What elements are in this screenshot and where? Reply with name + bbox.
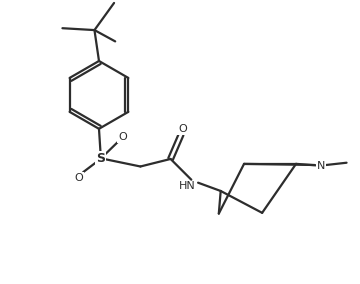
Text: O: O	[178, 124, 186, 134]
Text: O: O	[74, 173, 83, 183]
Text: O: O	[118, 132, 127, 142]
Text: N: N	[317, 161, 325, 171]
Text: HN: HN	[179, 181, 196, 191]
Text: S: S	[96, 152, 105, 165]
